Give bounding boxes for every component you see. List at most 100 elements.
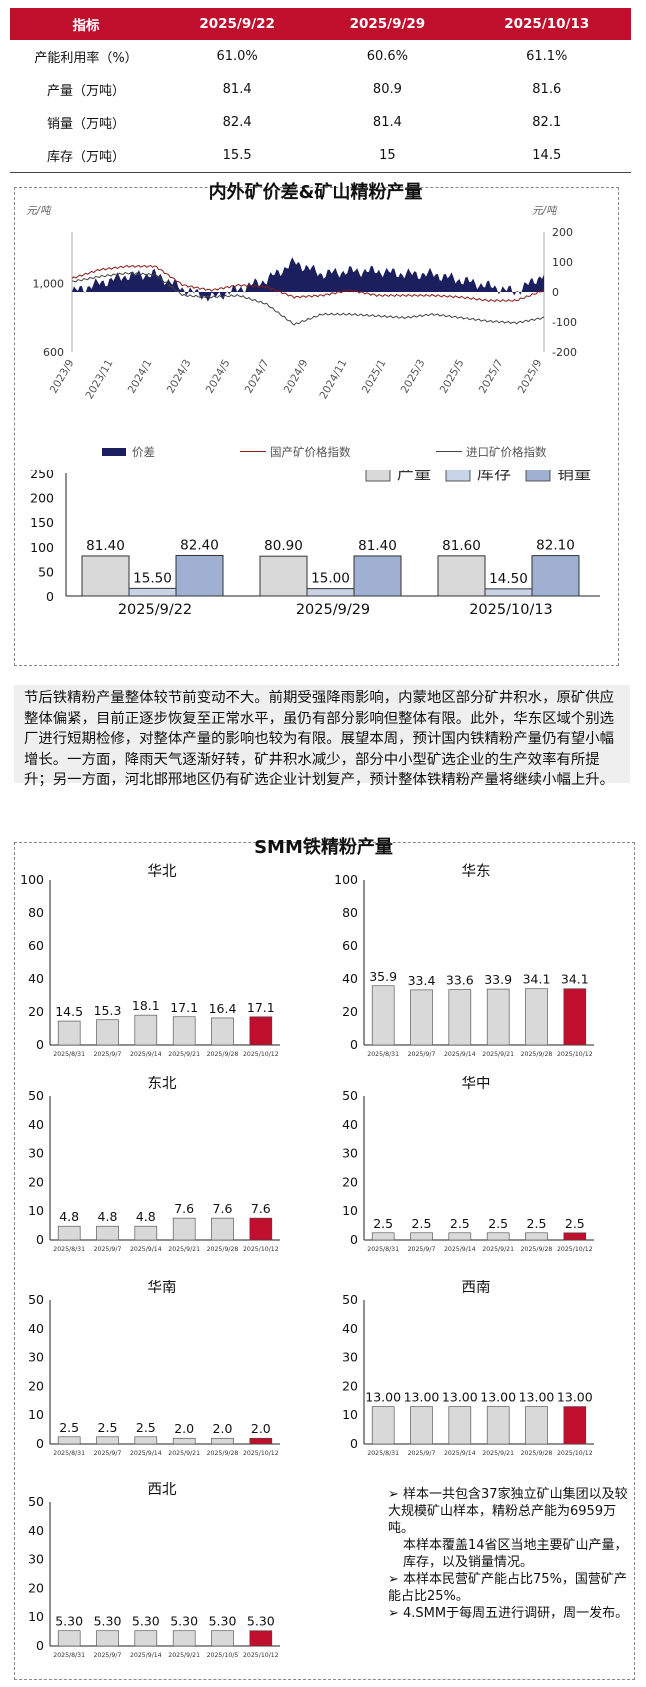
bar-产量 (437, 555, 486, 597)
region-bar (448, 1232, 472, 1241)
region-title: 华中 (462, 1076, 491, 1092)
right-tick-label: 200 (552, 226, 573, 239)
bar-value-label: 2.5 (59, 1420, 79, 1435)
y-tick-label: 20 (28, 1580, 44, 1595)
y-tick-label: 30 (28, 1146, 44, 1161)
y-tick-label: 80 (342, 905, 358, 920)
x-tick-label: 2025/9/7 (408, 1051, 436, 1058)
y-tick-label: 10 (28, 1609, 44, 1624)
bar-销量 (175, 554, 224, 597)
bar-value-label: 4.8 (59, 1209, 79, 1224)
table-cell: 61.1% (526, 49, 568, 64)
commentary-text: 节后铁精粉产量整体较节前变动不大。前期受强降雨影响，内蒙地区部分矿井积水，原矿供… (14, 685, 630, 788)
y-tick-label: 250 (30, 470, 54, 481)
bar-value-label: 2.5 (412, 1216, 432, 1231)
region-bar (96, 1436, 119, 1445)
region-chart-huabei: 华北 0 20 40 60 80 100 14.5 2025/8/31 15.3 2025/9/7 1… (20, 863, 280, 1058)
bar-value-label: 5.30 (209, 1614, 237, 1629)
sample-notes: ➢ 样本一共包含37家独立矿山集团以及较大规模矿山样本，精粉总产能为6959万吨… (388, 1486, 638, 1622)
bar-value-label: 15.3 (94, 1003, 122, 1018)
y-tick-label: 0 (36, 1232, 44, 1247)
region-bar (486, 988, 510, 1046)
y-tick-label: 30 (342, 1146, 358, 1161)
x-tick-label: 2025/8/31 (53, 1652, 85, 1659)
y-tick-label: 0 (36, 1638, 44, 1653)
x-tick-label: 2025/10/5 (207, 1652, 239, 1659)
bar-value-label: 7.6 (213, 1201, 233, 1216)
region-bar (410, 989, 433, 1046)
domestic-price-line (71, 264, 545, 302)
table-cell: 产量（万吨） (46, 84, 125, 99)
bar-value-label: 81.40 (358, 538, 397, 554)
x-tick-label: 2025/8/31 (367, 1051, 399, 1058)
y-tick-label: 30 (342, 1350, 358, 1365)
table-cell: 销量（万吨） (46, 117, 125, 132)
smm-panel (14, 842, 635, 1680)
region-chart-xinan: 西南 0 10 20 30 40 50 13.00 2025/8/31 13.00 2025/9/7… (342, 1280, 594, 1457)
bar-value-label: 5.30 (55, 1614, 83, 1629)
price-spread-chart: 元/吨 元/吨 1,000 600 200 100 0 -100 -200 2023/9 2023/… (26, 205, 577, 401)
region-bar (486, 1406, 510, 1445)
x-tick-label: 2025/8/31 (367, 1246, 399, 1253)
region-bar (525, 1406, 548, 1445)
y-tick-label: 30 (28, 1350, 44, 1365)
table-cell: 15 (312, 139, 463, 173)
table-header-cell: 2025/10/13 (462, 8, 631, 40)
bar-value-label: 2.0 (213, 1421, 233, 1436)
category-label: 2025/9/29 (296, 602, 370, 618)
region-bar (96, 1019, 119, 1046)
x-tick-label: 2025/9/7 (94, 1652, 122, 1659)
region-bar (172, 1016, 196, 1046)
x-tick-label: 2025/9/7 (408, 1450, 436, 1457)
y-tick-label: 40 (342, 1117, 358, 1132)
left-axis-unit: 元/吨 (26, 205, 52, 217)
right-axis-unit: 元/吨 (532, 205, 558, 217)
bar-产量 (259, 555, 308, 597)
table-cell: 库存（万吨） (10, 139, 162, 173)
x-tick-label: 2025/10/12 (557, 1246, 593, 1253)
x-tick-label: 2025/9 (516, 358, 545, 396)
y-tick-label: 20 (342, 1174, 358, 1189)
x-tick-label: 2025/9/21 (482, 1450, 514, 1457)
legend-swatch-spread (102, 448, 126, 456)
bar-value-label: 5.30 (170, 1614, 198, 1629)
bar-value-label: 5.30 (247, 1614, 275, 1629)
legend-label: 库存 (477, 470, 511, 484)
bar-value-label: 34.1 (523, 972, 551, 987)
table-cell: 81.4 (372, 115, 402, 130)
y-tick-label: 50 (28, 1088, 44, 1103)
bar-value-label: 14.50 (489, 571, 528, 587)
right-tick-label: -200 (552, 346, 577, 359)
y-tick-label: 50 (342, 1292, 358, 1307)
bar-库存 (306, 588, 355, 597)
legend-swatch (445, 470, 471, 482)
region-bar (172, 1217, 196, 1241)
bar-value-label: 2.5 (565, 1216, 585, 1231)
y-tick-label: 100 (20, 872, 44, 887)
table-cell: 60.6% (366, 49, 409, 64)
bar-value-label: 7.6 (174, 1201, 194, 1216)
region-bar (57, 1020, 81, 1046)
x-tick-label: 2025/9/14 (130, 1450, 162, 1457)
x-tick-label: 2025/8/31 (53, 1051, 85, 1058)
y-tick-label: 10 (342, 1407, 358, 1422)
x-tick-label: 2025/10/12 (243, 1246, 279, 1253)
bar-value-label: 35.9 (369, 969, 397, 984)
x-tick-label: 2025/9/7 (94, 1246, 122, 1253)
smm-title: SMM铁精粉产量 (254, 837, 393, 858)
region-bar (96, 1630, 119, 1647)
region-bar (96, 1225, 119, 1241)
bar-value-label: 81.40 (86, 538, 125, 554)
production-bar-chart: 250 200 150 100 50 0 81.40 15.50 82.40 2025/9/22 8… (30, 470, 600, 618)
table-header-cell: 指标 (10, 8, 162, 40)
bar-value-label: 80.90 (264, 538, 303, 554)
right-tick-label: 0 (552, 286, 559, 299)
arrow-icon: ➢ (388, 1606, 404, 1621)
region-bar (410, 1232, 433, 1241)
bar-value-label: 13.00 (442, 1390, 478, 1405)
region-bar (563, 1406, 587, 1445)
y-tick-label: 0 (36, 1436, 44, 1451)
region-bar (563, 1232, 587, 1241)
bar-value-label: 2.5 (136, 1420, 156, 1435)
y-tick-label: 0 (36, 1037, 44, 1052)
